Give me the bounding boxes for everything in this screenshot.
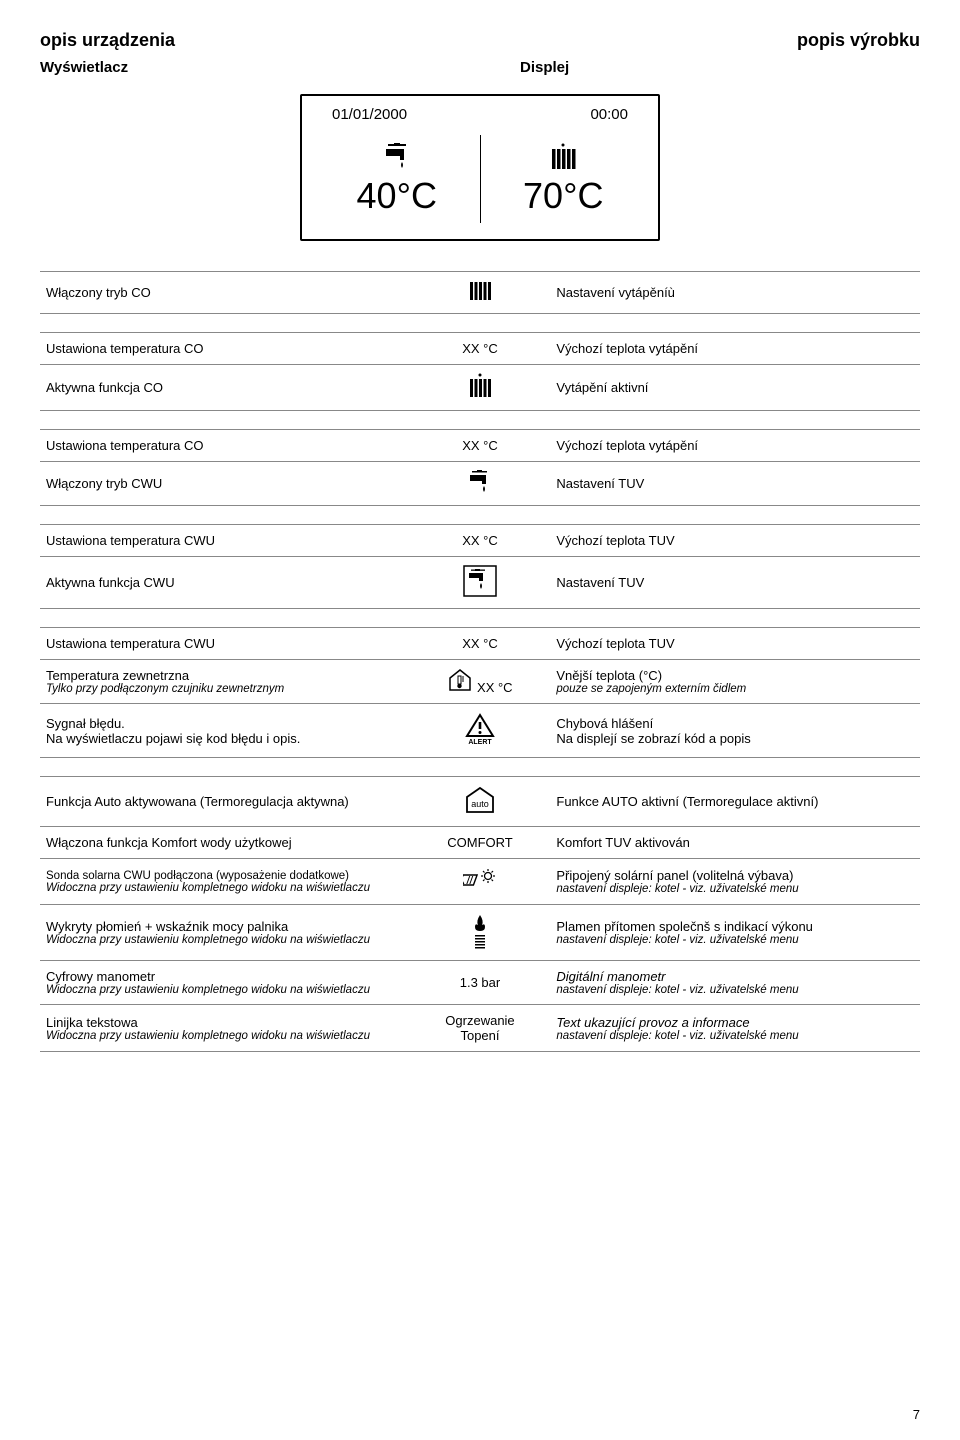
row-mid: ALERT xyxy=(410,704,551,758)
table-row: Temperatura zewnetrznaTylko przy podłącz… xyxy=(40,660,920,704)
ext-temp-icon xyxy=(447,668,473,692)
info-table: Ustawiona temperatura CWUXX °CVýchozí te… xyxy=(40,524,920,609)
row-left: Ustawiona temperatura CO xyxy=(40,333,410,365)
row-left: Aktywna funkcja CWU xyxy=(40,557,410,609)
row-left: Sonda solarna CWU podłączona (wyposażeni… xyxy=(40,859,410,905)
table-row: Wykryty płomień + wskaźnik mocy palnikaW… xyxy=(40,905,920,961)
info-table: Ustawiona temperatura COXX °CVýchozí tep… xyxy=(40,429,920,506)
page-number: 7 xyxy=(913,1407,920,1422)
row-left: Ustawiona temperatura CO xyxy=(40,430,410,462)
row-right: Funkce AUTO aktivní (Termoregulace aktiv… xyxy=(550,777,920,827)
radiator-icon xyxy=(481,141,647,169)
row-left: Włączony tryb CWU xyxy=(40,462,410,506)
row-right: Vnější teplota (°C)pouze se zapojeným ex… xyxy=(550,660,920,704)
row-left: Włączona funkcja Komfort wody użytkowej xyxy=(40,827,410,859)
table-row: Linijka tekstowaWidoczna przy ustawieniu… xyxy=(40,1005,920,1052)
row-right: Výchozí teplota vytápění xyxy=(550,333,920,365)
table-row: Ustawiona temperatura COXX °CVýchozí tep… xyxy=(40,430,920,462)
table-row: Funkcja Auto aktywowana (Termoregulacja … xyxy=(40,777,920,827)
row-left: Włączony tryb CO xyxy=(40,272,410,314)
row-mid xyxy=(410,272,551,314)
header-right: popis výrobku xyxy=(797,30,920,51)
auto-icon: auto xyxy=(463,785,497,815)
display-temp-right: 70°C xyxy=(481,175,647,217)
radiator-dot-icon xyxy=(467,373,493,399)
display-time: 00:00 xyxy=(590,106,628,123)
row-right: Připojený solární panel (volitelná výbav… xyxy=(550,859,920,905)
radiator-icon xyxy=(467,280,493,302)
tap-icon xyxy=(314,141,480,169)
row-right: Komfort TUV aktivován xyxy=(550,827,920,859)
svg-text:auto: auto xyxy=(471,799,489,809)
row-right: Chybová hlášeníNa displejí se zobrazí kó… xyxy=(550,704,920,758)
row-right: Nastavení vytápěníù xyxy=(550,272,920,314)
row-right: Výchozí teplota TUV xyxy=(550,628,920,660)
row-mid: OgrzewanieTopení xyxy=(410,1005,551,1052)
solar-icon xyxy=(463,867,497,893)
row-right: Nastavení TUV xyxy=(550,462,920,506)
row-right: Vytápění aktivní xyxy=(550,365,920,411)
row-left: Temperatura zewnetrznaTylko przy podłącz… xyxy=(40,660,410,704)
row-mid xyxy=(410,557,551,609)
row-left: Aktywna funkcja CO xyxy=(40,365,410,411)
row-left: Wykryty płomień + wskaźnik mocy palnikaW… xyxy=(40,905,410,961)
row-mid: XX °C xyxy=(410,628,551,660)
display-temp-left: 40°C xyxy=(314,175,480,217)
row-mid: XX °C xyxy=(410,430,551,462)
row-left: Linijka tekstowaWidoczna przy ustawieniu… xyxy=(40,1005,410,1052)
row-left: Sygnał błędu.Na wyświetlaczu pojawi się … xyxy=(40,704,410,758)
info-table: Ustawiona temperatura COXX °CVýchozí tep… xyxy=(40,332,920,411)
row-mid xyxy=(410,462,551,506)
tap-icon xyxy=(467,470,493,494)
svg-text:ALERT: ALERT xyxy=(468,739,492,746)
row-mid xyxy=(410,905,551,961)
flame-icon xyxy=(470,913,490,949)
table-row: Ustawiona temperatura COXX °CVýchozí tep… xyxy=(40,333,920,365)
row-mid xyxy=(410,859,551,905)
info-table: Ustawiona temperatura CWUXX °CVýchozí te… xyxy=(40,627,920,758)
header-left: opis urządzenia xyxy=(40,30,175,51)
row-mid: COMFORT xyxy=(410,827,551,859)
table-row: Włączony tryb CWU Nastavení TUV xyxy=(40,462,920,506)
row-mid: 1.3 bar xyxy=(410,961,551,1005)
row-mid: XX °C xyxy=(410,525,551,557)
row-left: Ustawiona temperatura CWU xyxy=(40,628,410,660)
row-right: Digitální manometrnastavení displeje: ko… xyxy=(550,961,920,1005)
row-right: Text ukazující provoz a informacenastave… xyxy=(550,1005,920,1052)
table-row: Włączona funkcja Komfort wody użytkowejC… xyxy=(40,827,920,859)
info-table: Włączony tryb CO Nastavení vytápěníù xyxy=(40,271,920,314)
row-mid: XX °C xyxy=(410,333,551,365)
table-row: Cyfrowy manometrWidoczna przy ustawieniu… xyxy=(40,961,920,1005)
row-mid: auto xyxy=(410,777,551,827)
row-left: Cyfrowy manometrWidoczna przy ustawieniu… xyxy=(40,961,410,1005)
row-mid xyxy=(410,365,551,411)
row-right: Plamen přítomen společnš s indikací výko… xyxy=(550,905,920,961)
table-row: Ustawiona temperatura CWUXX °CVýchozí te… xyxy=(40,628,920,660)
info-table: Funkcja Auto aktywowana (Termoregulacja … xyxy=(40,776,920,1052)
row-left: Ustawiona temperatura CWU xyxy=(40,525,410,557)
sub-left: Wyświetlacz xyxy=(40,59,480,76)
table-row: Sygnał błędu.Na wyświetlaczu pojawi się … xyxy=(40,704,920,758)
display-date: 01/01/2000 xyxy=(332,106,407,123)
row-right: Výchozí teplota TUV xyxy=(550,525,920,557)
row-right: Nastavení TUV xyxy=(550,557,920,609)
row-left: Funkcja Auto aktywowana (Termoregulacja … xyxy=(40,777,410,827)
sub-right: Displej xyxy=(480,59,920,76)
table-row: Włączony tryb CO Nastavení vytápěníù xyxy=(40,272,920,314)
alert-icon: ALERT xyxy=(464,712,496,746)
row-right: Výchozí teplota vytápění xyxy=(550,430,920,462)
row-mid: XX °C xyxy=(410,660,551,704)
table-row: Aktywna funkcja CWU Nastavení TUV xyxy=(40,557,920,609)
tap-box-icon xyxy=(463,565,497,597)
table-row: Aktywna funkcja CO Vytápění aktivní xyxy=(40,365,920,411)
table-row: Sonda solarna CWU podłączona (wyposażeni… xyxy=(40,859,920,905)
display-panel: 01/01/2000 00:00 40°C xyxy=(300,94,660,241)
table-row: Ustawiona temperatura CWUXX °CVýchozí te… xyxy=(40,525,920,557)
